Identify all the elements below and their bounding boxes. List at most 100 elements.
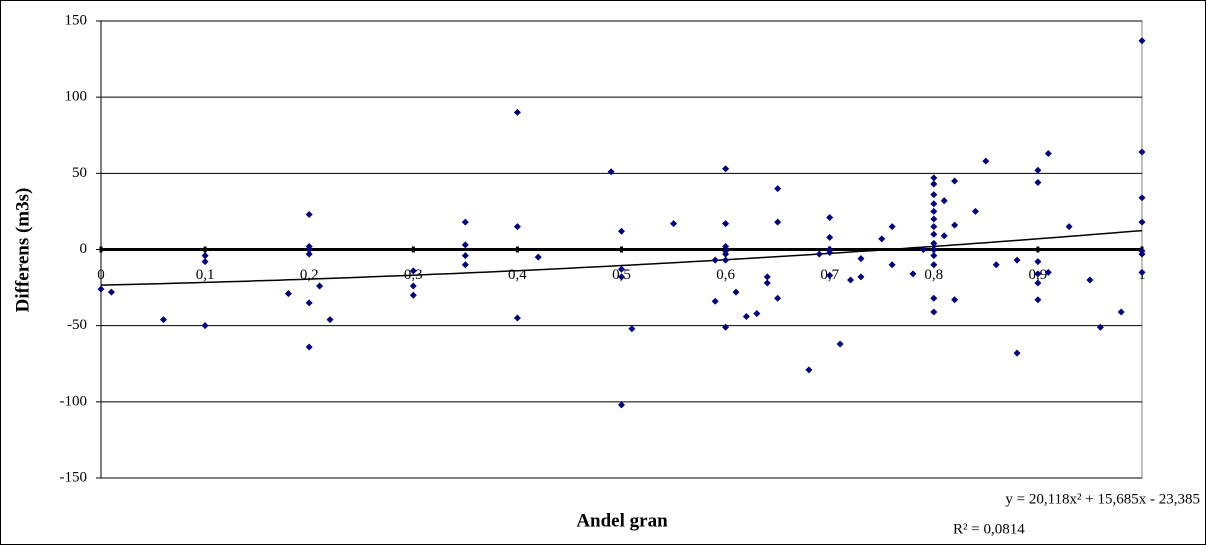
x-tick-label: 0 [97, 267, 105, 283]
point [1034, 279, 1042, 287]
point [732, 288, 740, 296]
point [1138, 250, 1146, 258]
point [826, 249, 834, 257]
point [930, 200, 938, 208]
point [940, 197, 948, 205]
point [1096, 323, 1104, 331]
point [722, 242, 730, 250]
point [316, 282, 324, 290]
point [107, 288, 115, 296]
point [461, 241, 469, 249]
point [836, 340, 844, 348]
trendline [100, 229, 1143, 286]
point [1138, 218, 1146, 226]
point [722, 250, 730, 258]
point [618, 401, 625, 409]
point [930, 308, 938, 316]
point [97, 285, 105, 293]
point [930, 239, 938, 247]
point [951, 177, 959, 185]
x-axis-label: Andel gran [576, 510, 668, 531]
y-tick-label: -50 [67, 317, 87, 333]
point [670, 220, 678, 228]
point [951, 221, 959, 229]
point [201, 258, 209, 266]
point [930, 252, 938, 260]
point [1044, 268, 1052, 276]
point [982, 157, 990, 165]
point [461, 218, 469, 226]
point [940, 232, 948, 240]
point [1034, 178, 1042, 186]
point [930, 215, 938, 223]
point [857, 273, 865, 281]
point [461, 261, 469, 269]
point [409, 267, 417, 275]
point [1138, 194, 1146, 202]
point [774, 218, 782, 226]
point [1034, 296, 1042, 304]
y-tick-label: 100 [65, 89, 88, 105]
point [201, 252, 209, 260]
point [513, 223, 521, 231]
point [722, 256, 730, 264]
point [305, 210, 313, 218]
point [930, 174, 938, 182]
point [1034, 270, 1042, 278]
point [305, 250, 313, 258]
point [878, 235, 886, 243]
point [753, 309, 761, 317]
x-tick-label: 0,4 [508, 267, 527, 283]
point [930, 246, 938, 253]
point [711, 256, 719, 264]
point [1044, 150, 1052, 158]
point [742, 313, 750, 321]
point [930, 207, 938, 215]
point [513, 314, 521, 322]
point [628, 325, 636, 333]
y-tick-label: -100 [60, 393, 88, 409]
point [930, 230, 938, 238]
y-tick-label: -150 [60, 469, 88, 485]
point [1138, 148, 1146, 156]
point [971, 207, 979, 215]
point [618, 265, 625, 273]
point [284, 290, 292, 298]
point [847, 276, 855, 284]
point [857, 255, 865, 263]
point [1138, 37, 1146, 45]
point [826, 233, 834, 241]
point [618, 273, 625, 281]
point [763, 279, 771, 287]
point [930, 261, 938, 269]
point [815, 250, 823, 258]
x-tick-label: 0,1 [196, 267, 215, 283]
point [826, 214, 834, 222]
point [305, 299, 313, 307]
trend-equation: y = 20,118x² + 15,685x - 23,385 [1005, 491, 1200, 507]
point [534, 253, 542, 261]
point [1117, 308, 1125, 316]
y-tick-label: 150 [65, 12, 88, 28]
y-axis-label: Differens (m3s) [12, 188, 33, 313]
point [607, 168, 615, 176]
point [774, 294, 782, 302]
point [513, 108, 521, 116]
point [326, 316, 334, 324]
point [1086, 276, 1094, 284]
point [930, 223, 938, 231]
point [305, 246, 313, 253]
point [1013, 349, 1021, 357]
point [722, 220, 730, 228]
point [1065, 223, 1073, 231]
trend-r2: R² = 0,0814 [953, 521, 1025, 537]
point [618, 227, 625, 235]
point [711, 297, 719, 305]
point [774, 185, 782, 193]
point [826, 271, 834, 279]
point [1034, 258, 1042, 266]
point [992, 261, 1000, 269]
point [1034, 166, 1042, 174]
